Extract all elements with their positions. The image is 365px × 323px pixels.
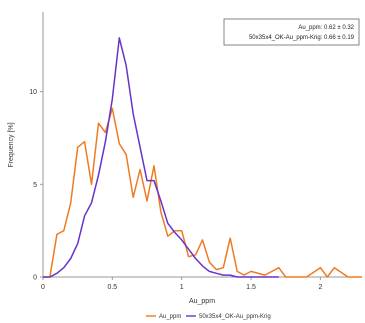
x-tick-label: 0.5: [107, 284, 117, 291]
y-tick-label: 5: [33, 182, 37, 189]
series-line-krig: [43, 37, 279, 278]
x-tick-label: 0: [41, 284, 45, 291]
y-tick-label: 0: [33, 275, 37, 282]
stats-box-frame: [223, 18, 360, 46]
ticks-layer: 0 0.5 1 1.5 2 0 5 10: [29, 89, 322, 291]
x-axis-title: Au_ppm: [189, 298, 215, 305]
legend-label-au-ppm: Au_ppm: [159, 314, 181, 320]
legend: Au_ppm 50x35x4_OK-Au_ppm-Krig: [146, 314, 271, 320]
x-tick-label: 2: [318, 284, 322, 291]
legend-label-krig: 50x35x4_OK-Au_ppm-Krig: [199, 314, 271, 320]
stats-line-au-ppm: Au_ppm: 0.62 ± 0.32: [298, 25, 354, 31]
series-line-au-ppm: [43, 107, 362, 278]
x-tick-label: 1.5: [246, 284, 256, 291]
y-tick-label: 10: [29, 89, 37, 96]
x-tick-label: 1: [180, 284, 184, 291]
series-layer: [43, 37, 362, 278]
y-axis-title: Frequency [%]: [8, 122, 15, 167]
stats-box: Au_ppm: 0.62 ± 0.32 50x35x4_OK-Au_ppm-Kr…: [223, 18, 360, 46]
stats-line-krig: 50x35x4_OK-Au_ppm-Krig: 0.66 ± 0.19: [249, 35, 355, 41]
